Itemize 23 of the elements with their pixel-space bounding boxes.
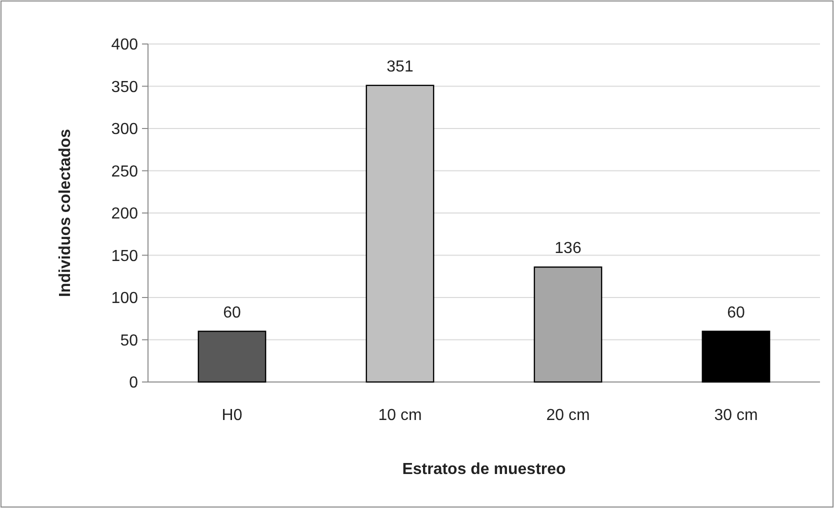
x-tick-label: H0 bbox=[222, 407, 242, 424]
y-tick-label: 400 bbox=[111, 36, 138, 54]
data-label: 351 bbox=[386, 58, 414, 76]
bar bbox=[534, 266, 602, 383]
y-tick-label: 300 bbox=[111, 121, 138, 138]
y-axis-title: Individuos colectados bbox=[57, 128, 74, 298]
y-tick-label: 250 bbox=[111, 163, 138, 180]
bar bbox=[198, 330, 266, 383]
x-tick-label: 30 cm bbox=[714, 407, 758, 424]
x-axis-title: Estratos de muestreo bbox=[402, 461, 566, 478]
x-tick-label: 20 cm bbox=[546, 407, 590, 424]
y-tick-label: 100 bbox=[111, 290, 138, 308]
x-tick-label: 10 cm bbox=[378, 407, 422, 424]
y-tick-label: 0 bbox=[129, 374, 138, 392]
y-tick-label: 200 bbox=[111, 206, 138, 223]
data-label: 136 bbox=[554, 240, 582, 258]
y-tick-label: 50 bbox=[120, 332, 138, 350]
bar bbox=[702, 330, 770, 383]
data-label: 60 bbox=[727, 304, 745, 322]
bar bbox=[366, 84, 434, 383]
y-tick-label: 150 bbox=[111, 248, 138, 265]
data-label: 60 bbox=[223, 304, 241, 322]
y-tick-label: 350 bbox=[111, 78, 138, 96]
